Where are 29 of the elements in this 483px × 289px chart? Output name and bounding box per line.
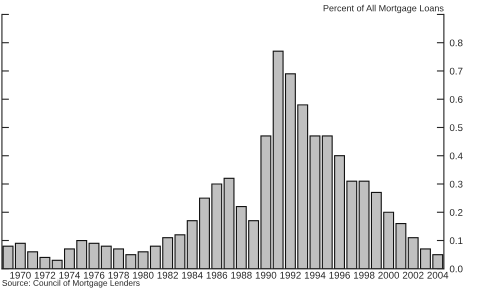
x-tick-label: 1984 — [182, 272, 203, 279]
x-tick-label: 1986 — [206, 272, 228, 279]
y-tick-label: 0.0 — [450, 266, 463, 272]
x-tick-label: 1976 — [84, 272, 104, 279]
x-tick-label: 1970 — [10, 272, 31, 279]
x-tick-label: 1988 — [231, 272, 252, 279]
x-tick-label: 2000 — [378, 272, 400, 279]
x-tick-label: 1992 — [280, 272, 301, 279]
x-tick-label: 1996 — [329, 272, 350, 279]
y-tick-label: 0.1 — [450, 237, 462, 244]
x-tick-label: 1978 — [108, 272, 129, 279]
source-note: Source: Council of Mortgage Lenders — [2, 280, 140, 288]
y-tick-label: 0.3 — [450, 180, 463, 188]
x-tick-label: 1982 — [158, 272, 178, 279]
y-tick-label: 0.5 — [450, 124, 463, 132]
y-tick-label: 0.8 — [450, 39, 463, 46]
y-tick-label: 0.7 — [450, 68, 462, 75]
x-tick-label: 1994 — [304, 272, 326, 279]
y-tick-label: 0.4 — [450, 152, 463, 160]
y-tick-label: 0.6 — [450, 96, 463, 103]
x-tick-label: 1980 — [133, 272, 154, 279]
x-tick-label: 1998 — [354, 272, 374, 279]
y-axis-title: Percent of All Mortgage Loans — [324, 4, 444, 14]
y-tick-label: 0.2 — [450, 208, 462, 216]
x-tick-label: 1990 — [256, 272, 276, 279]
x-tick-label: 2002 — [402, 272, 424, 279]
x-tick-label: 1972 — [34, 272, 56, 279]
x-tick-label: 1974 — [59, 272, 80, 279]
x-tick-label: 2004 — [427, 272, 448, 279]
